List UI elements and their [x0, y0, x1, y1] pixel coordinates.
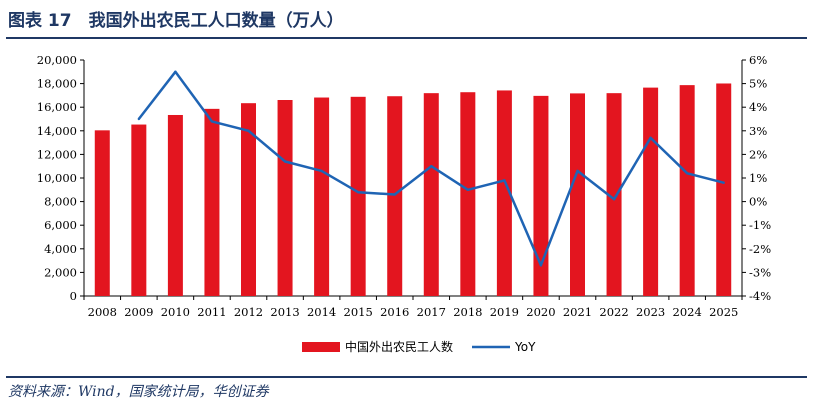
x-axis-tick-label: 2022: [599, 305, 628, 319]
bar: [314, 97, 330, 296]
bar: [570, 93, 585, 296]
yoy-point: [503, 179, 506, 182]
bar: [643, 87, 659, 296]
left-axis-tick-label: 4,000: [44, 242, 77, 256]
right-axis-tick-label: 6%: [749, 53, 767, 67]
left-axis-tick-label: 12,000: [37, 147, 77, 161]
x-axis-tick-label: 2019: [490, 305, 519, 319]
bar: [350, 96, 366, 296]
left-axis-tick-label: 6,000: [44, 218, 77, 232]
yoy-point: [320, 169, 323, 173]
x-axis-tick-label: 2024: [673, 305, 702, 319]
x-axis-tick-label: 2025: [709, 305, 738, 319]
yoy-point: [539, 264, 543, 267]
right-axis-tick-label: -4%: [749, 289, 771, 303]
x-axis-tick-label: 2016: [380, 305, 409, 319]
legend-label-bars: 中国外出农民工人数: [345, 339, 453, 354]
bar: [277, 100, 293, 296]
right-axis-tick-label: 1%: [749, 171, 767, 185]
bar: [533, 95, 549, 296]
source-divider: [6, 376, 807, 378]
x-axis-tick-label: 2009: [124, 305, 153, 319]
x-axis-tick-label: 2020: [526, 305, 555, 319]
x-axis-tick-label: 2017: [417, 305, 446, 319]
right-axis-tick-label: 5%: [749, 77, 767, 91]
bar: [94, 130, 110, 296]
left-axis-tick-label: 18,000: [37, 77, 77, 91]
yoy-point: [393, 193, 396, 196]
legend-swatch-bars: [302, 342, 340, 352]
x-axis-tick-label: 2008: [88, 305, 117, 319]
legend-label-line: YoY: [514, 340, 536, 354]
bar: [460, 92, 476, 296]
left-axis-tick-label: 0: [70, 289, 77, 303]
right-axis-tick-label: 4%: [749, 100, 767, 114]
bar: [167, 114, 183, 296]
x-axis-tick-label: 2023: [636, 305, 665, 319]
yoy-point: [722, 181, 725, 184]
right-axis-tick-label: -3%: [749, 265, 771, 279]
bar: [423, 93, 439, 296]
x-axis-tick-label: 2013: [270, 305, 299, 319]
x-axis-tick-label: 2010: [161, 305, 190, 319]
x-axis-tick-label: 2018: [453, 305, 482, 319]
yoy-point: [247, 129, 250, 132]
bar: [496, 90, 512, 296]
left-axis-tick-label: 2,000: [44, 265, 77, 279]
yoy-point: [576, 169, 579, 173]
bar: [241, 103, 256, 296]
source-note: 资料来源：Wind，国家统计局，华创证券: [8, 384, 269, 400]
right-axis-tick-label: 3%: [749, 124, 767, 138]
bar: [204, 108, 220, 297]
yoy-point: [283, 160, 287, 163]
yoy-point: [210, 120, 214, 123]
yoy-point: [174, 70, 177, 73]
bar: [131, 124, 147, 297]
x-axis-tick-label: 2015: [344, 305, 373, 319]
chart-title: 图表 17 我国外出农民工人口数量（万人）: [8, 11, 344, 31]
bar: [679, 85, 695, 296]
bar: [606, 93, 622, 296]
yoy-point: [685, 172, 689, 175]
left-axis-tick-label: 10,000: [37, 171, 77, 185]
x-axis-tick-label: 2012: [234, 305, 263, 319]
x-axis-tick-label: 2021: [563, 305, 592, 319]
bar: [716, 83, 732, 296]
left-axis-tick-label: 14,000: [37, 124, 77, 138]
left-axis-tick-label: 8,000: [44, 195, 77, 209]
right-axis-tick-label: -1%: [749, 218, 771, 232]
yoy-point: [612, 198, 616, 201]
yoy-point: [466, 188, 470, 191]
left-axis-tick-label: 16,000: [37, 100, 77, 114]
x-axis-tick-label: 2011: [197, 305, 226, 319]
left-axis-tick-label: 20,000: [37, 53, 77, 67]
right-axis-tick-label: 2%: [749, 147, 767, 161]
yoy-point: [430, 165, 433, 168]
bar: [387, 96, 403, 296]
bar-line-chart: 0 2,000 4,000 6,000 8,000 10,000 12,000 14,000 1…: [37, 53, 771, 354]
x-axis-tick-label: 2014: [307, 305, 336, 319]
yoy-point: [649, 136, 652, 140]
right-axis-tick-label: 0%: [749, 195, 767, 209]
title-underline: [6, 37, 807, 39]
yoy-point: [137, 117, 141, 121]
right-axis-tick-label: -2%: [749, 242, 771, 256]
yoy-point: [356, 190, 360, 194]
